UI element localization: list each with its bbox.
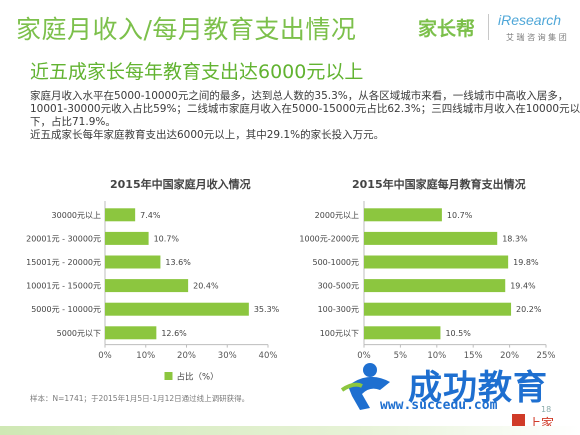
spending-value-label: 20.2% [516,305,542,314]
iresearch-logo: iResearch [498,12,562,28]
jiazhangbang-logo: 家长帮 [418,18,476,40]
income-bar [105,255,161,269]
page-number: 18 [541,405,552,414]
paragraph-line: 家庭月收入水平在5000-10000元之间的最多，达到总人数的35.3%，从各区… [30,90,569,102]
spending-chart-title: 2015年中国家庭每月教育支出情况 [352,178,526,191]
paragraph-line: 下，占比71.9%。 [30,116,116,128]
income-category-label: 20001元 - 30000元 [26,234,101,243]
income-value-label: 7.4% [140,211,161,220]
income-category-label: 5000元以下 [57,329,101,338]
spending-x-tick-label: 25% [537,351,556,361]
watermark-url: www.succedu.com [380,398,498,413]
spending-value-label: 19.8% [513,258,539,267]
income-x-tick-label: 0% [98,351,112,361]
spending-bar [364,326,441,340]
spending-category-label: 300-500元 [318,282,359,291]
spending-bar [364,255,509,269]
bottom-band [0,426,580,435]
logo-divider [488,14,489,40]
slide-subtitle: 近五成家长每年教育支出达6000元以上 [30,61,364,83]
income-x-tick-label: 20% [177,351,196,361]
spending-category-label: 100-300元 [318,305,359,314]
income-value-label: 12.6% [161,329,187,338]
slide-title: 家庭月收入/每月教育支出情况 [16,15,357,44]
spending-value-label: 19.4% [510,282,536,291]
spending-value-label: 10.7% [447,211,473,220]
corner-tag-icon [512,414,525,429]
income-x-tick-label: 40% [259,351,278,361]
income-bar [105,302,249,316]
spending-x-tick-label: 5% [394,351,408,361]
spending-value-label: 10.5% [445,329,471,338]
paragraph-line: 10001-30000元收入占比59%；二线城市家庭月收入在5000-15000… [30,103,580,115]
income-chart-title: 2015年中国家庭月收入情况 [110,178,251,191]
income-value-label: 13.6% [165,258,191,267]
spending-x-tick-label: 10% [427,351,446,361]
sample-footnote: 样本：N=1741；于2015年1月5日-1月12日通过线上调研获得。 [30,394,250,403]
spending-x-tick-label: 15% [464,351,483,361]
income-bar [105,231,149,245]
spending-value-label: 18.3% [502,234,528,243]
iresearch-logo-subtitle: 艾 瑞 咨 询 集 团 [506,33,567,42]
income-legend-swatch [164,372,173,380]
income-value-label: 10.7% [154,234,180,243]
paragraph-line: 近五成家长每年家庭教育支出达6000元以上，其中29.1%的家长投入万元。 [30,129,385,141]
income-value-label: 35.3% [254,305,280,314]
income-bar [105,279,189,293]
spending-x-tick-label: 0% [357,351,371,361]
spending-bar [364,302,512,316]
spending-category-label: 2000元以上 [315,211,359,220]
spending-bar [364,231,498,245]
spending-bar [364,279,506,293]
spending-category-label: 1000元-2000元 [299,234,359,243]
spending-bar [364,208,442,222]
spending-category-label: 100元以下 [320,329,359,338]
watermark-title: 成功教育 [408,368,548,408]
watermark-figure-icon [340,363,390,410]
income-category-label: 15001元 - 20000元 [26,258,101,267]
income-x-tick-label: 30% [218,351,237,361]
income-bar [105,208,136,222]
income-x-tick-label: 10% [136,351,155,361]
income-value-label: 20.4% [193,282,219,291]
income-category-label: 5000元 - 10000元 [31,305,101,314]
income-bar [105,326,157,340]
income-category-label: 10001元 - 15000元 [26,282,101,291]
spending-category-label: 500-1000元 [312,258,359,267]
income-category-label: 30000元以上 [52,211,101,220]
spending-x-tick-label: 20% [500,351,519,361]
income-legend-label: 占比（%） [177,372,219,383]
